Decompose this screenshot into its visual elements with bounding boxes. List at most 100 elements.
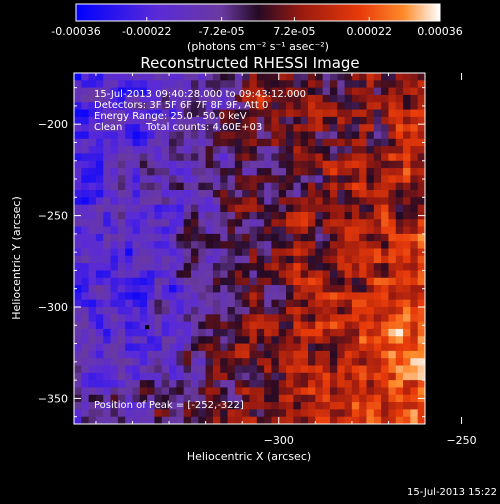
heatmap-cell xyxy=(234,387,243,396)
heatmap-cell xyxy=(242,80,250,89)
heatmap-cell xyxy=(183,204,192,213)
heatmap-cell xyxy=(147,285,155,293)
heatmap-cell xyxy=(417,241,426,249)
heatmap-cell xyxy=(205,102,214,110)
heatmap-cell xyxy=(373,153,382,162)
heatmap-cell xyxy=(256,73,265,81)
heatmap-cell xyxy=(249,350,258,359)
heatmap-cell xyxy=(373,387,382,396)
heatmap-cell xyxy=(315,116,324,125)
heatmap-cell xyxy=(242,175,250,184)
heatmap-cell xyxy=(227,102,236,110)
heatmap-cell xyxy=(212,365,221,374)
heatmap-cell xyxy=(74,197,82,206)
heatmap-cell xyxy=(74,138,82,147)
heatmap-cell xyxy=(403,153,411,162)
heatmap-cell xyxy=(161,226,170,235)
heatmap-cell xyxy=(322,372,331,381)
heatmap-cell xyxy=(234,372,243,381)
heatmap-cell xyxy=(410,160,419,169)
heatmap-cell xyxy=(373,358,382,366)
heatmap-cell xyxy=(337,343,345,352)
heatmap-cell xyxy=(169,402,177,410)
heatmap-cell xyxy=(286,160,294,169)
heatmap-cell xyxy=(300,277,309,286)
heatmap-cell xyxy=(147,190,155,198)
heatmap-cell xyxy=(212,175,221,184)
heatmap-cell xyxy=(337,211,345,220)
heatmap-cell xyxy=(139,175,148,184)
heatmap-cell xyxy=(359,182,367,191)
heatmap-cell xyxy=(110,211,119,220)
heatmap-cell xyxy=(95,263,104,271)
heatmap-cell xyxy=(132,197,141,206)
heatmap-cell xyxy=(373,146,382,154)
heatmap-cell xyxy=(183,160,192,169)
heatmap-cell xyxy=(293,211,302,220)
heatmap-cell xyxy=(293,402,302,410)
heatmap-cell xyxy=(169,270,177,279)
heatmap-cell xyxy=(410,321,419,330)
heatmap-cell xyxy=(234,299,243,308)
heatmap-cell xyxy=(381,219,389,227)
heatmap-cell xyxy=(117,94,126,103)
heatmap-cell xyxy=(161,365,170,374)
heatmap-cell xyxy=(242,138,250,147)
heatmap-cell xyxy=(351,160,360,169)
heatmap-cell xyxy=(234,402,243,410)
heatmap-cell xyxy=(74,182,82,191)
heatmap-cell xyxy=(234,409,243,418)
heatmap-cell xyxy=(117,350,126,359)
heatmap-cell xyxy=(74,87,82,96)
heatmap-cell xyxy=(147,197,155,206)
heatmap-cell xyxy=(315,94,324,103)
heatmap-cell xyxy=(103,211,111,220)
heatmap-cell xyxy=(198,190,207,198)
heatmap-cell xyxy=(88,102,97,110)
heatmap-cell xyxy=(227,87,236,96)
heatmap-cell xyxy=(198,94,207,103)
heatmap-cell xyxy=(110,138,119,147)
heatmap-cell xyxy=(322,285,331,293)
heatmap-cell xyxy=(198,116,207,125)
heatmap-cell xyxy=(117,307,126,315)
heatmap-cell xyxy=(373,402,382,410)
heatmap-cell xyxy=(161,328,170,337)
heatmap-cell xyxy=(212,138,221,147)
heatmap-cell xyxy=(329,248,338,257)
heatmap-cell xyxy=(366,116,375,125)
heatmap-cell xyxy=(403,131,411,140)
heatmap-cell xyxy=(366,380,375,388)
heatmap-cell xyxy=(234,292,243,301)
heatmap-cell xyxy=(308,204,316,213)
heatmap-cell xyxy=(191,219,199,227)
heatmap-cell xyxy=(227,109,236,118)
heatmap-cell xyxy=(242,402,250,410)
heatmap-cell xyxy=(125,175,133,184)
heatmap-cell xyxy=(278,102,287,110)
heatmap-cell xyxy=(176,248,185,257)
heatmap-cell xyxy=(381,277,389,286)
heatmap-cell xyxy=(198,372,207,381)
heatmap-cell xyxy=(169,241,177,249)
heatmap-cell xyxy=(351,190,360,198)
heatmap-cell xyxy=(359,124,367,132)
heatmap-cell xyxy=(198,277,207,286)
heatmap-cell xyxy=(205,80,214,89)
heatmap-cell xyxy=(95,131,104,140)
heatmap-cell xyxy=(154,292,163,301)
heatmap-cell xyxy=(373,248,382,257)
heatmap-cell xyxy=(176,328,185,337)
heatmap-cell xyxy=(344,365,353,374)
heatmap-cell xyxy=(88,343,97,352)
heatmap-cell xyxy=(74,365,82,374)
annotation-time-range: 15-Jul-2013 09:40:28.000 to 09:43:12.000 xyxy=(94,89,306,100)
heatmap-cell xyxy=(278,241,287,249)
heatmap-cell xyxy=(139,416,148,425)
heatmap-cell xyxy=(242,248,250,257)
heatmap-cell xyxy=(88,277,97,286)
heatmap-cell xyxy=(286,365,294,374)
heatmap-cell xyxy=(117,416,126,425)
heatmap-cell xyxy=(154,146,163,154)
heatmap-cell xyxy=(417,336,426,344)
